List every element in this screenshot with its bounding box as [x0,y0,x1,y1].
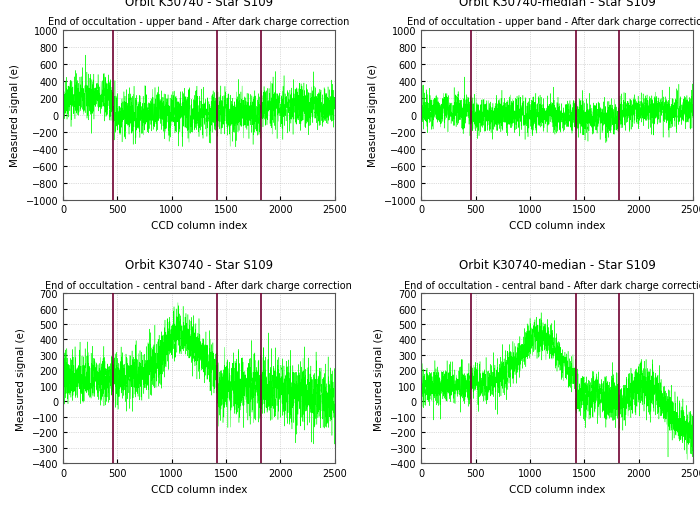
Text: End of occultation - upper band - After dark charge correction: End of occultation - upper band - After … [407,17,700,27]
X-axis label: CCD column index: CCD column index [150,220,247,231]
Text: Orbit K30740-median - Star S109: Orbit K30740-median - Star S109 [458,0,656,9]
Y-axis label: Measured signal (e): Measured signal (e) [374,327,384,430]
Text: End of occultation - upper band - After dark charge correction: End of occultation - upper band - After … [48,17,349,27]
Text: Orbit K30740-median - Star S109: Orbit K30740-median - Star S109 [458,259,656,271]
X-axis label: CCD column index: CCD column index [509,484,606,494]
Y-axis label: Measured signal (e): Measured signal (e) [10,64,20,167]
Text: End of occultation - central band - After dark charge correction: End of occultation - central band - Afte… [46,280,352,290]
Y-axis label: Measured signal (e): Measured signal (e) [16,327,26,430]
Text: End of occultation - central band - After dark charge correction: End of occultation - central band - Afte… [404,280,700,290]
Text: Orbit K30740 - Star S109: Orbit K30740 - Star S109 [125,259,273,271]
Text: Orbit K30740 - Star S109: Orbit K30740 - Star S109 [125,0,273,9]
X-axis label: CCD column index: CCD column index [509,220,606,231]
Y-axis label: Measured signal (e): Measured signal (e) [368,64,379,167]
X-axis label: CCD column index: CCD column index [150,484,247,494]
